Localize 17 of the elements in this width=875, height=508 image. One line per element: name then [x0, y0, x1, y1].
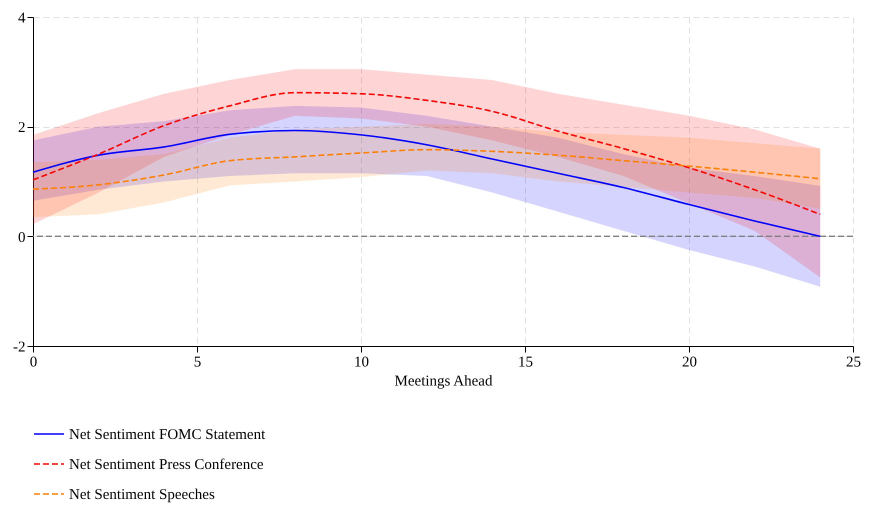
x-axis-title: Meetings Ahead	[394, 374, 493, 390]
y-tick-label: 4	[18, 10, 26, 26]
line-series	[32, 130, 821, 238]
y-tick-label: 0	[18, 230, 26, 246]
legend-label: Net Sentiment Press Conference	[69, 457, 264, 473]
x-tick-label: 10	[354, 354, 369, 370]
x-tick-label: 5	[194, 354, 202, 370]
line-series	[32, 148, 821, 190]
legend-label: Net Sentiment Speeches	[69, 487, 215, 503]
y-tick-label: -2	[13, 340, 26, 356]
y-tick-label: 2	[18, 120, 26, 136]
x-tick-label: 0	[30, 354, 38, 370]
legend-label: Net Sentiment FOMC Statement	[69, 427, 266, 443]
x-tick-label: 20	[682, 354, 697, 370]
x-tick-label: 25	[846, 354, 861, 370]
line-series	[32, 92, 821, 216]
x-tick-label: 15	[518, 354, 533, 370]
